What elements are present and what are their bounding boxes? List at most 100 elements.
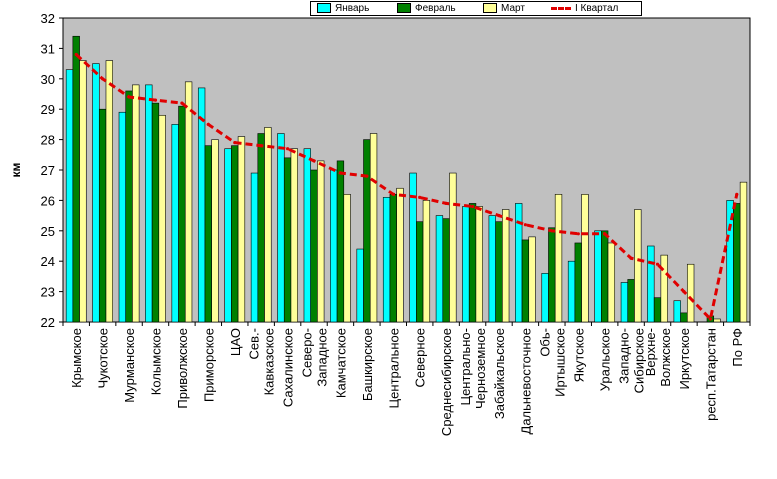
x-category-label: Чукотское xyxy=(96,328,111,389)
bar-february xyxy=(521,239,530,323)
legend-swatch-march xyxy=(483,3,497,14)
legend-label-quarter: I Квартал xyxy=(575,3,619,14)
bar-february xyxy=(283,157,292,323)
quarter-point xyxy=(391,192,395,196)
bar-march xyxy=(211,139,219,323)
bar-january xyxy=(250,172,259,323)
bar-january xyxy=(594,230,602,323)
bar-january xyxy=(541,273,549,323)
bar-january xyxy=(435,215,444,323)
quarter-point xyxy=(444,201,448,205)
plot-area xyxy=(62,17,751,323)
quarter-point xyxy=(471,204,475,209)
bar-february xyxy=(653,297,662,323)
y-tick-label: 23 xyxy=(41,285,55,300)
quarter-point xyxy=(735,192,739,196)
bar-february xyxy=(310,169,318,323)
quarter-point xyxy=(708,317,713,321)
bar-march xyxy=(105,60,113,323)
y-tick-label: 29 xyxy=(41,102,55,117)
bar-february xyxy=(627,279,635,323)
x-category-label: Приморское xyxy=(201,328,216,402)
x-category-label: Волжское xyxy=(658,328,673,387)
y-tick-label: 31 xyxy=(41,41,55,56)
x-category-label: ЦАО xyxy=(228,328,243,356)
legend-swatch-february xyxy=(397,3,411,14)
y-tick-label: 26 xyxy=(41,193,55,208)
legend-line-quarter xyxy=(551,6,571,10)
y-tick-label: 32 xyxy=(41,11,55,26)
bar-march xyxy=(449,172,457,323)
y-tick-label: 27 xyxy=(41,163,55,178)
bar-february xyxy=(151,102,160,323)
bar-february xyxy=(601,230,609,323)
quarter-point xyxy=(286,147,290,151)
x-category-label: Колымское xyxy=(149,328,164,395)
bar-february xyxy=(442,218,450,323)
legend: Январь Февраль Март I Квартал xyxy=(310,1,642,16)
bar-february xyxy=(72,35,80,323)
y-axis-title: км xyxy=(9,162,23,177)
x-category-label: Иртышское xyxy=(552,328,567,397)
quarter-point xyxy=(550,229,554,233)
x-category-label: Кавказское xyxy=(262,328,277,395)
bar-march xyxy=(686,263,695,323)
x-category-label: Черноземное xyxy=(473,328,488,409)
quarter-point xyxy=(603,232,607,236)
x-axis-labels: Крымское Чукотское Мурманское Колымское Прив… xyxy=(62,322,751,436)
x-category-label: Башкирское xyxy=(360,328,375,401)
bar-march xyxy=(528,236,536,323)
quarter-point xyxy=(682,290,686,294)
bar-february xyxy=(733,203,741,323)
quarter-point xyxy=(233,141,237,145)
bar-march xyxy=(369,133,378,323)
y-tick-label: 22 xyxy=(41,315,55,330)
bar-march xyxy=(317,160,325,323)
quarter-line-group xyxy=(74,52,739,323)
bar-march xyxy=(422,200,431,323)
bar-january xyxy=(462,206,470,323)
bar-february xyxy=(495,221,503,323)
bar-february xyxy=(125,90,133,323)
x-category-label: Сахалинское xyxy=(281,328,296,407)
bar-january xyxy=(673,300,681,323)
bar-january xyxy=(65,69,74,323)
bar-march xyxy=(634,209,642,323)
quarter-point xyxy=(365,174,369,178)
quarter-point xyxy=(127,95,131,99)
bar-january xyxy=(488,215,496,323)
x-category-label: респ.Татарстан xyxy=(703,328,718,421)
x-category-label: Западно- xyxy=(617,328,632,384)
x-category-label: Крымское xyxy=(69,328,84,388)
bar-february xyxy=(574,242,582,323)
bar-february xyxy=(468,203,477,323)
bar-january xyxy=(92,63,100,323)
x-category-label: Якутское xyxy=(571,328,586,382)
quarter-point xyxy=(576,232,580,236)
legend-swatch-january xyxy=(317,3,331,14)
bar-march xyxy=(237,136,246,323)
legend-label-february: Февраль xyxy=(415,3,456,14)
bar-february xyxy=(363,139,371,323)
x-category-label: Иркутское xyxy=(677,328,692,390)
bar-march xyxy=(607,242,616,323)
bar-january xyxy=(647,245,655,323)
legend-item-february: Февраль xyxy=(397,2,456,15)
bar-march xyxy=(554,194,563,323)
bar-january xyxy=(197,87,206,323)
quarter-line xyxy=(75,53,739,323)
bar-march xyxy=(581,194,589,323)
bar-march xyxy=(713,318,721,323)
quarter-point xyxy=(312,159,316,163)
bar-march xyxy=(739,181,748,323)
quarter-point xyxy=(206,122,210,126)
quarter-point xyxy=(523,223,528,227)
quarter-point xyxy=(497,214,501,218)
y-tick-label: 28 xyxy=(41,133,55,148)
quarter-point xyxy=(101,77,105,81)
bar-february xyxy=(178,105,186,323)
bar-march xyxy=(660,254,668,323)
bar-february xyxy=(680,312,688,323)
bar-february xyxy=(231,145,239,323)
bar-january xyxy=(224,148,232,323)
